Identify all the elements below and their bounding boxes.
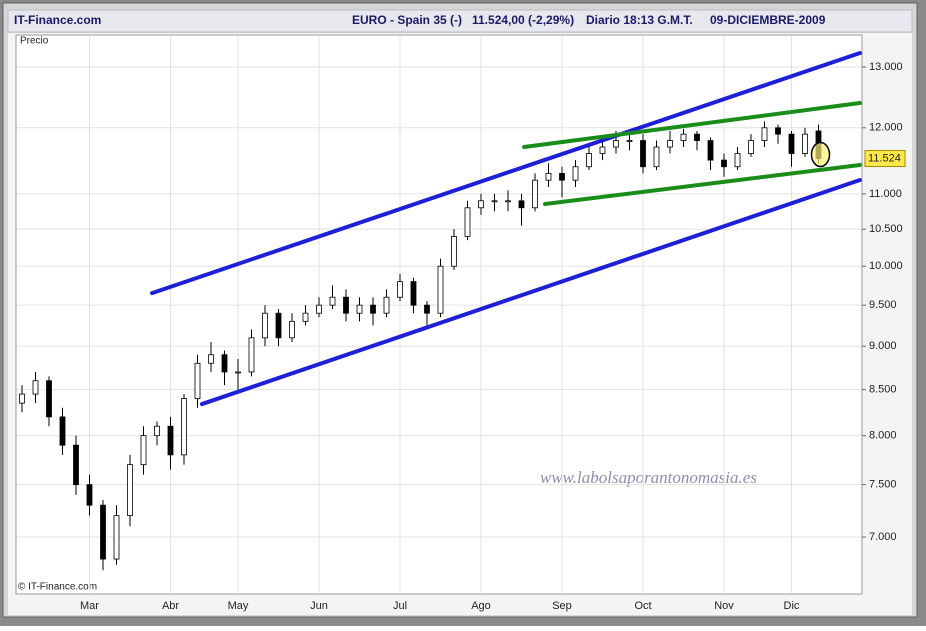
- candle-body: [721, 159, 727, 168]
- candle-body: [316, 304, 322, 314]
- candle-body: [761, 127, 768, 141]
- y-tick-label: 11.000: [869, 188, 902, 200]
- y-tick-label: 12.000: [869, 122, 903, 134]
- x-tick-label: Oct: [634, 600, 651, 612]
- x-tick-label: Nov: [714, 600, 734, 612]
- x-tick-label: Abr: [162, 600, 179, 612]
- candle-body: [86, 484, 93, 506]
- y-tick-label: 7.000: [869, 531, 897, 543]
- candle-body: [127, 464, 133, 517]
- candle-body: [586, 153, 592, 168]
- date: 09-DICIEMBRE-2009: [710, 13, 826, 27]
- highlight: [810, 141, 831, 168]
- last-price-label: 11.524: [868, 152, 901, 164]
- candle-body: [140, 435, 147, 466]
- last-price-tag: [864, 150, 906, 168]
- y-tick-label: 9.500: [869, 299, 897, 311]
- x-tick-label: Jun: [310, 600, 328, 612]
- candle-body: [707, 140, 714, 161]
- candle-body: [478, 200, 484, 209]
- candle-body: [653, 146, 660, 168]
- candle-body: [599, 146, 606, 154]
- brand: IT-Finance.com: [14, 13, 101, 27]
- candle-body: [32, 380, 39, 395]
- candle-body: [734, 153, 741, 168]
- copyright: © IT-Finance.com: [18, 582, 97, 593]
- candle-body: [343, 296, 349, 314]
- candle-body: [154, 425, 160, 437]
- instrument: EURO - Spain 35 (-): [352, 13, 462, 27]
- x-tick-label: May: [228, 600, 249, 612]
- candle-body: [235, 371, 241, 374]
- candle-body: [559, 173, 565, 181]
- watermark: www.labolsaporantonomasia.es: [540, 468, 757, 487]
- candle-body: [451, 236, 457, 267]
- x-tick-label: Ago: [471, 600, 491, 612]
- y-label: Precio: [20, 36, 49, 47]
- x-tick-label: Sep: [552, 600, 572, 612]
- candle-body: [262, 312, 268, 339]
- x-tick-label: Mar: [80, 600, 99, 612]
- x-tick-label: Jul: [393, 600, 407, 612]
- session: Diario 18:13 G.M.T.: [586, 13, 693, 27]
- candle-body: [289, 320, 295, 339]
- candle-body: [748, 140, 754, 154]
- candle-body: [532, 179, 538, 209]
- candle-body: [59, 416, 66, 446]
- candle-body: [100, 504, 106, 560]
- candle-body: [208, 354, 214, 364]
- candle-body: [613, 140, 619, 148]
- candle-body: [397, 281, 403, 298]
- candle-body: [248, 337, 255, 373]
- candle-body: [424, 304, 430, 314]
- candle-body: [680, 133, 687, 141]
- trendline: [522, 101, 862, 150]
- y-tick-label: 10.500: [869, 223, 903, 235]
- trendline: [150, 51, 862, 296]
- candle-body: [437, 265, 444, 314]
- candle-body: [694, 133, 700, 141]
- candle-body: [370, 304, 376, 314]
- y-tick-label: 9.000: [869, 340, 897, 352]
- candle-body: [788, 133, 795, 154]
- candle-body: [802, 133, 808, 154]
- candle-body: [491, 200, 498, 203]
- candle-body: [545, 173, 552, 181]
- candle-body: [775, 127, 781, 135]
- y-tick-label: 10.000: [869, 260, 903, 272]
- candle-body: [181, 398, 187, 456]
- candle-body: [73, 444, 79, 486]
- trendline: [542, 163, 862, 207]
- candle-body: [46, 380, 52, 418]
- candle-body: [505, 200, 511, 203]
- candle-body: [518, 200, 525, 209]
- y-tick-label: 13.000: [869, 61, 903, 73]
- candle-body: [19, 393, 25, 404]
- candle-body: [464, 207, 471, 237]
- quote: 11.524,00 (-2,29%): [472, 13, 574, 27]
- candle-body: [572, 166, 579, 181]
- candle-body: [194, 362, 201, 400]
- trendline: [199, 178, 862, 407]
- candle-body: [221, 354, 228, 373]
- candle-body: [640, 140, 646, 168]
- candle-body: [302, 312, 309, 322]
- candle-body: [275, 312, 282, 339]
- header-bar: [7, 9, 913, 33]
- candle-body: [626, 140, 633, 142]
- x-tick-label: Dic: [784, 600, 800, 612]
- candle-body: [410, 281, 417, 306]
- candle-body: [329, 296, 336, 306]
- candle-body: [667, 140, 673, 148]
- y-tick-label: 7.500: [869, 479, 897, 491]
- candle-body: [113, 515, 120, 560]
- candle-body: [167, 425, 174, 456]
- y-tick-label: 8.500: [869, 384, 897, 396]
- candle-body: [356, 304, 363, 314]
- candle-body: [383, 296, 390, 314]
- y-tick-label: 8.000: [869, 430, 897, 442]
